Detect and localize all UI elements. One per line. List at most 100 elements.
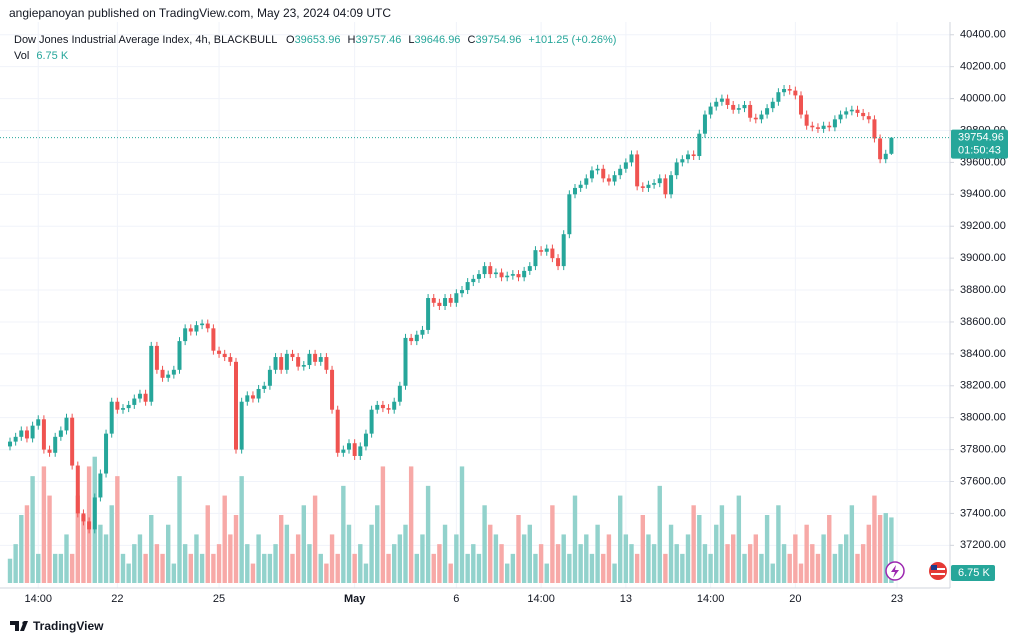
y-tick-label: 40200.00: [960, 61, 1006, 73]
volume-bar: [719, 505, 725, 583]
volume-bar: [228, 534, 233, 583]
candle-body: [347, 443, 351, 450]
candle-body: [510, 274, 515, 276]
candle-body: [488, 266, 493, 275]
candle-body: [635, 154, 640, 187]
candle-body: [279, 357, 284, 370]
candle-body: [657, 178, 662, 184]
logo-dot: [22, 621, 26, 625]
volume-bar: [533, 553, 538, 583]
x-tick-label: 25: [213, 593, 225, 605]
candle-body: [397, 385, 402, 402]
volume-bar: [188, 553, 193, 583]
volume-bar: [651, 544, 657, 583]
volume-bar: [793, 534, 798, 583]
candle-body: [499, 272, 504, 278]
volume-bar: [346, 524, 352, 583]
candle-body: [121, 408, 125, 410]
volume-bar: [827, 515, 832, 583]
candle-body: [132, 398, 137, 405]
volume-bar: [595, 524, 600, 583]
y-tick-label: 40400.00: [960, 29, 1006, 41]
volume-bar: [646, 534, 651, 583]
volume-bar: [115, 476, 120, 583]
volume-bar: [109, 505, 114, 583]
y-tick-label: 39600.00: [960, 156, 1006, 168]
volume-title: Vol: [14, 50, 29, 62]
flag-icon[interactable]: [929, 562, 947, 580]
volume-legend: Vol 6.75 K: [14, 50, 69, 62]
volume-bar: [505, 563, 510, 583]
volume-bar: [126, 563, 131, 583]
candle-body: [719, 98, 724, 102]
y-tick-label: 39200.00: [960, 220, 1006, 232]
candle-body: [731, 104, 736, 110]
volume-bar: [431, 553, 436, 583]
candle-body: [217, 350, 222, 354]
candle-body: [403, 337, 408, 386]
candle-body: [256, 388, 261, 399]
volume-bar: [725, 544, 730, 583]
candle-body: [392, 401, 397, 410]
volume-bar: [273, 544, 278, 583]
candle-body: [821, 125, 826, 129]
volume-bar: [199, 553, 205, 583]
volume-bar: [154, 544, 160, 583]
candle-body: [815, 127, 820, 129]
volume-bar: [160, 553, 165, 583]
candle-body: [149, 345, 154, 402]
volume-bar: [544, 563, 549, 583]
candle-body: [776, 92, 781, 102]
volume-bar: [680, 553, 685, 583]
candle-body: [742, 104, 747, 109]
volume-bar: [855, 553, 860, 583]
volume-bar: [222, 495, 227, 583]
candle-body: [550, 248, 555, 259]
candle-body: [234, 361, 238, 450]
candle-body: [143, 393, 148, 402]
candle-body: [13, 436, 18, 442]
candle-body: [437, 302, 442, 306]
volume-bar: [335, 553, 340, 583]
flag-stripe: [931, 573, 945, 575]
volume-bar: [471, 544, 476, 583]
candle-body: [544, 248, 549, 252]
y-tick-label: 38800.00: [960, 284, 1006, 296]
volume-bar: [262, 553, 267, 583]
volume-bar: [883, 513, 888, 583]
volume-bar: [98, 524, 103, 583]
volume-bar: [838, 544, 843, 583]
candle-body: [827, 125, 832, 128]
volume-bar: [194, 534, 199, 583]
candle-body: [878, 138, 883, 160]
candle-body: [612, 175, 617, 182]
candle-body: [137, 393, 142, 399]
candle-body: [250, 395, 255, 399]
flag-stripe: [931, 568, 945, 570]
candle-body: [380, 404, 385, 409]
candle-body: [426, 298, 431, 330]
volume-bar: [132, 544, 137, 583]
candle-body: [420, 329, 425, 335]
candle-body: [799, 95, 803, 115]
candle-body: [188, 328, 193, 332]
candle-body: [714, 101, 719, 107]
volume-bar: [640, 515, 645, 583]
candle-body: [8, 441, 12, 447]
volume-bar: [295, 534, 301, 583]
candle-body: [30, 425, 35, 439]
last-price-label: 39754.96: [958, 132, 1004, 144]
volume-bar: [47, 495, 52, 583]
volume-bar: [510, 553, 516, 583]
volume-bar: [216, 544, 222, 583]
volume-bar: [488, 524, 493, 583]
volume-bar: [425, 485, 431, 583]
volume-bar: [352, 553, 357, 583]
volume-bar: [770, 563, 775, 583]
volume-bar: [555, 544, 561, 583]
candle-body: [443, 298, 448, 306]
legend-open: 39653.96: [295, 34, 341, 46]
volume-bar: [41, 466, 47, 583]
legend: Dow Jones Industrial Average Index, 4h, …: [14, 34, 616, 46]
legend-c: C: [468, 34, 476, 46]
